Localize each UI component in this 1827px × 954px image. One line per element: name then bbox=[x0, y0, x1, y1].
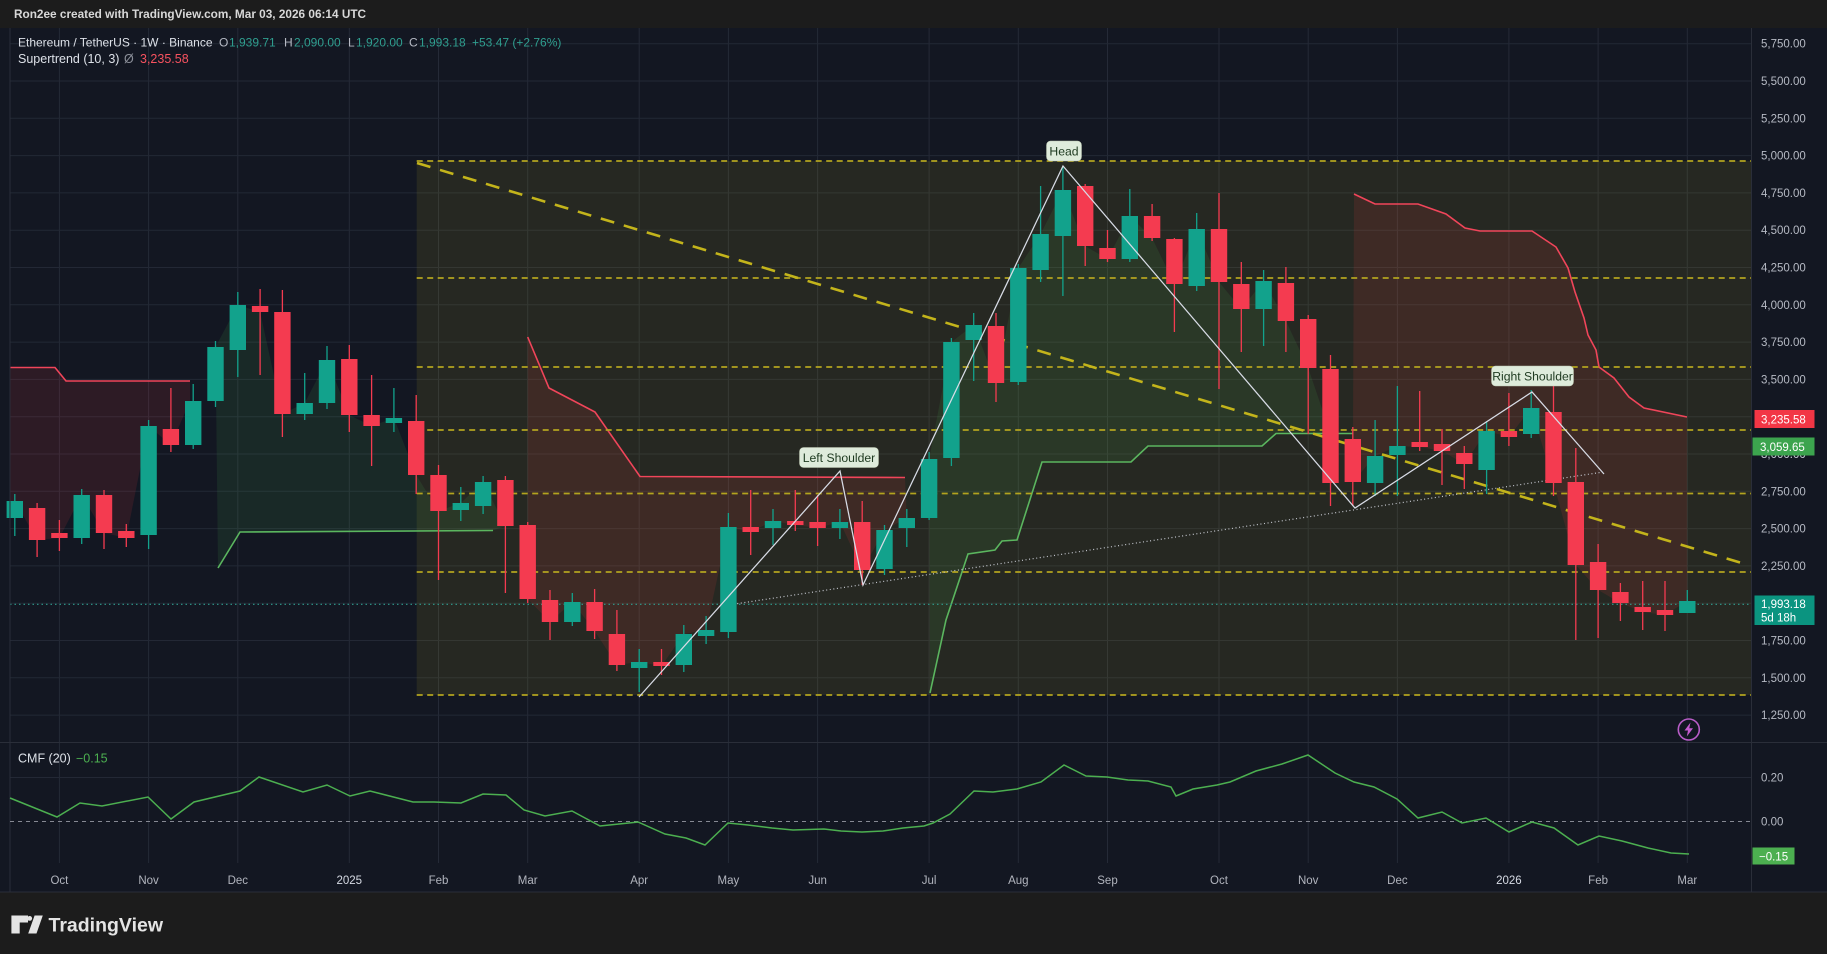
svg-text:5d 18h: 5d 18h bbox=[1761, 613, 1796, 625]
svg-text:3,500.00: 3,500.00 bbox=[1761, 374, 1806, 386]
svg-text:5,500.00: 5,500.00 bbox=[1761, 76, 1806, 88]
svg-text:Mar: Mar bbox=[1677, 875, 1697, 887]
svg-text:Sep: Sep bbox=[1097, 875, 1117, 887]
svg-text:Jun: Jun bbox=[808, 875, 827, 887]
svg-text:5,000.00: 5,000.00 bbox=[1761, 151, 1806, 163]
svg-text:Right Shoulder: Right Shoulder bbox=[1492, 369, 1573, 383]
svg-text:2026: 2026 bbox=[1496, 875, 1522, 887]
svg-text:1,750.00: 1,750.00 bbox=[1761, 636, 1806, 648]
svg-text:−0.15: −0.15 bbox=[76, 752, 108, 766]
svg-text:1,993.18: 1,993.18 bbox=[419, 36, 466, 50]
svg-text:1,250.00: 1,250.00 bbox=[1761, 710, 1806, 722]
svg-text:1,920.00: 1,920.00 bbox=[356, 36, 403, 50]
svg-text:Head: Head bbox=[1049, 144, 1078, 158]
svg-text:Ø: Ø bbox=[124, 52, 134, 66]
svg-text:C: C bbox=[409, 36, 418, 50]
svg-text:May: May bbox=[718, 875, 740, 887]
svg-text:L: L bbox=[348, 36, 355, 50]
svg-text:Feb: Feb bbox=[429, 875, 449, 887]
svg-text:Left Shoulder: Left Shoulder bbox=[803, 451, 876, 465]
svg-text:Oct: Oct bbox=[1210, 875, 1229, 887]
svg-text:2,090.00: 2,090.00 bbox=[294, 36, 341, 50]
svg-text:4,750.00: 4,750.00 bbox=[1761, 188, 1806, 200]
svg-text:1,500.00: 1,500.00 bbox=[1761, 673, 1806, 685]
svg-text:0.20: 0.20 bbox=[1761, 773, 1783, 785]
svg-text:Nov: Nov bbox=[138, 875, 159, 887]
svg-text:5,750.00: 5,750.00 bbox=[1761, 39, 1806, 51]
svg-text:−0.15: −0.15 bbox=[1759, 852, 1788, 864]
svg-text:2,250.00: 2,250.00 bbox=[1761, 561, 1806, 573]
svg-text:TradingView: TradingView bbox=[49, 915, 164, 937]
svg-text:+53.47 (+2.76%): +53.47 (+2.76%) bbox=[472, 36, 561, 50]
svg-text:O: O bbox=[219, 36, 228, 50]
svg-text:2025: 2025 bbox=[337, 875, 363, 887]
svg-text:Oct: Oct bbox=[50, 875, 69, 887]
svg-text:3,750.00: 3,750.00 bbox=[1761, 337, 1806, 349]
svg-text:2,500.00: 2,500.00 bbox=[1761, 524, 1806, 536]
svg-text:0.00: 0.00 bbox=[1761, 817, 1783, 829]
svg-text:Dec: Dec bbox=[1387, 875, 1408, 887]
svg-text:Supertrend (10, 3): Supertrend (10, 3) bbox=[18, 52, 119, 66]
svg-text:1,993.18: 1,993.18 bbox=[1761, 599, 1806, 611]
svg-text:Dec: Dec bbox=[228, 875, 249, 887]
svg-text:3,235.58: 3,235.58 bbox=[140, 52, 189, 66]
svg-text:1,939.71: 1,939.71 bbox=[229, 36, 276, 50]
svg-text:5,250.00: 5,250.00 bbox=[1761, 113, 1806, 125]
svg-text:Nov: Nov bbox=[1298, 875, 1319, 887]
svg-text:4,000.00: 4,000.00 bbox=[1761, 300, 1806, 312]
svg-text:4,250.00: 4,250.00 bbox=[1761, 263, 1806, 275]
svg-text:Aug: Aug bbox=[1008, 875, 1028, 887]
svg-text:Apr: Apr bbox=[630, 875, 648, 887]
svg-text:3,059.65: 3,059.65 bbox=[1760, 442, 1805, 454]
svg-text:Ethereum / TetherUS · 1W · Bin: Ethereum / TetherUS · 1W · Binance bbox=[18, 36, 213, 50]
svg-text:4,500.00: 4,500.00 bbox=[1761, 225, 1806, 237]
svg-text:H: H bbox=[284, 36, 293, 50]
svg-text:Feb: Feb bbox=[1588, 875, 1608, 887]
svg-text:CMF (20): CMF (20) bbox=[18, 752, 71, 766]
svg-text:2,750.00: 2,750.00 bbox=[1761, 486, 1806, 498]
svg-text:Mar: Mar bbox=[518, 875, 538, 887]
svg-text:Jul: Jul bbox=[922, 875, 937, 887]
svg-text:3,235.58: 3,235.58 bbox=[1761, 415, 1806, 427]
svg-text:Ron2ee created with TradingVie: Ron2ee created with TradingView.com, Mar… bbox=[14, 7, 367, 21]
